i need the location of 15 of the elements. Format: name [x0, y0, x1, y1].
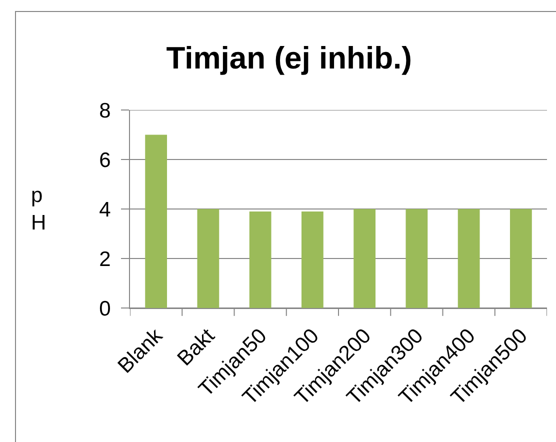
chart-title: Timjan (ej inhib.): [166, 40, 412, 76]
bar: [301, 211, 324, 308]
bar: [458, 209, 480, 308]
bar: [406, 209, 428, 308]
bar: [249, 211, 272, 308]
bar: [197, 209, 220, 308]
y-tick-label: 4: [99, 198, 112, 222]
y-axis-title: pH: [31, 184, 46, 234]
bar: [354, 209, 376, 308]
y-tick-label: 0: [99, 297, 111, 320]
bar: [145, 134, 168, 308]
y-tick-label: 6: [99, 148, 111, 172]
bar: [510, 209, 532, 308]
y-tick-label: 2: [99, 248, 111, 271]
y-tick-label: 8: [99, 99, 111, 122]
